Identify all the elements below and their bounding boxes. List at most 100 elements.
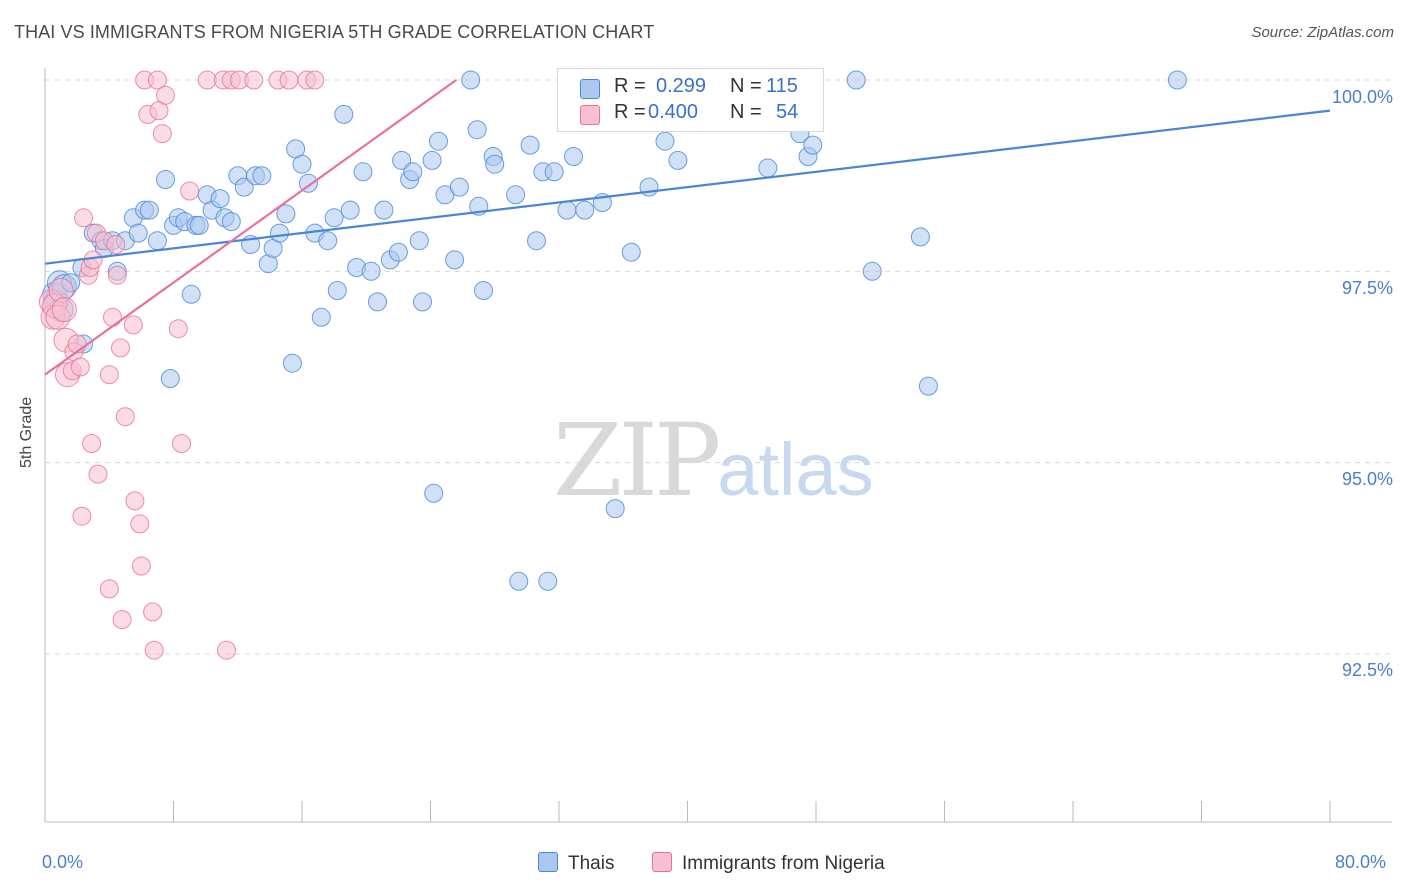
x-tick-label: 0.0% [42, 852, 84, 872]
thais-point [413, 292, 432, 312]
thais-point [461, 70, 481, 90]
nigeria-points [38, 70, 325, 660]
thais-point [538, 571, 558, 591]
thais-point [340, 200, 360, 220]
thais-point [276, 204, 296, 224]
thais-point [403, 162, 423, 182]
thais-point [327, 281, 347, 300]
nigeria-point [107, 265, 127, 285]
legend-label-thais: Thais [568, 853, 615, 874]
thais-point [181, 284, 201, 304]
thais-trendline [44, 109, 1331, 265]
nigeria-point [305, 70, 325, 90]
bottom-legend-nigeria[interactable]: Immigrants from Nigeria [652, 852, 885, 875]
thais-point [846, 70, 866, 90]
thais-point [292, 154, 312, 174]
legend-label-nigeria: Immigrants from Nigeria [682, 853, 885, 874]
nigeria-point [123, 315, 143, 335]
thais-point [910, 227, 930, 247]
y-tick-label: 100.0% [1331, 87, 1393, 107]
thais-point [374, 200, 394, 220]
thais-point [368, 292, 387, 312]
legend-n-label: N = [730, 101, 762, 123]
nigeria-point [106, 235, 126, 254]
nigeria-point [131, 556, 151, 576]
y-axis-label: 5th Grade [18, 396, 35, 468]
nigeria-point [217, 640, 236, 660]
thais-point [557, 200, 577, 220]
legend-r-value: 0.400 [648, 101, 699, 123]
nigeria-point [143, 602, 163, 622]
legend-swatch-thais [580, 79, 600, 99]
thais-point [318, 231, 338, 251]
axes [44, 68, 1392, 823]
thais-point [282, 353, 302, 373]
thais-point [520, 135, 540, 155]
nigeria-point [111, 338, 130, 358]
nigeria-point [103, 307, 122, 327]
legend-r-label: R = [614, 101, 646, 123]
nigeria-point [125, 491, 145, 511]
thais-point [509, 571, 529, 591]
legend-r-value: 0.299 [656, 75, 707, 97]
nigeria-point [115, 407, 135, 427]
thais-point [139, 200, 159, 220]
nigeria-point [152, 124, 172, 144]
thais-point [445, 250, 465, 270]
thais-point [128, 223, 148, 243]
legend-n-label: N = [730, 75, 762, 97]
thais-point [311, 307, 331, 327]
thais-point [564, 147, 583, 166]
watermark-atlas: atlas [717, 428, 874, 511]
thais-point [388, 242, 408, 262]
legend-r-label: R = [614, 75, 646, 97]
thais-point [803, 135, 823, 155]
thais-point [210, 189, 230, 209]
x-tick-label: 80.0% [1335, 852, 1387, 872]
thais-point [467, 120, 487, 140]
thais-point [234, 177, 254, 197]
nigeria-point [72, 506, 92, 526]
nigeria-point [70, 357, 90, 377]
thais-point [424, 483, 444, 503]
watermark: ZIPatlas [553, 402, 874, 519]
thais-point [252, 166, 272, 186]
trendlines [44, 79, 1331, 376]
thais-point [147, 231, 167, 251]
nigeria-point [82, 434, 102, 453]
thais-point [544, 162, 564, 182]
y-tick-label: 95.0% [1341, 469, 1393, 489]
legend-n-value: 54 [776, 101, 799, 123]
grid-lines [45, 79, 1392, 655]
thais-point [392, 150, 412, 170]
nigeria-point [279, 70, 299, 90]
nigeria-point [147, 70, 167, 90]
thais-point [527, 231, 546, 251]
thais-point [160, 369, 180, 388]
y-tick-label: 92.5% [1341, 660, 1393, 680]
legend-swatch-nigeria [580, 105, 600, 125]
thais-point [324, 208, 344, 228]
thais-point [474, 281, 493, 300]
thais-point [429, 131, 448, 151]
watermark-zip: ZIP [553, 402, 721, 519]
nigeria-point [130, 514, 150, 534]
nigeria-point [83, 250, 103, 270]
nigeria-point [99, 365, 119, 385]
legend-n-value: 115 [766, 75, 798, 97]
bottom-legend-thais[interactable]: Thais [538, 852, 614, 875]
nigeria-point [74, 208, 93, 228]
thais-point [621, 242, 641, 262]
thais-point [334, 104, 354, 124]
thais-point [189, 215, 209, 235]
correlation-legend: R = 0.299 N = 115 R = 0.400 N = 54 [557, 68, 824, 132]
thais-point [409, 231, 429, 251]
thais-point [862, 261, 882, 281]
thais-point [605, 499, 625, 519]
thais-point [270, 223, 289, 243]
thais-point [1167, 70, 1187, 90]
nigeria-trendline [44, 79, 457, 376]
nigeria-point [51, 297, 77, 323]
nigeria-point [172, 434, 191, 453]
thais-point [655, 131, 675, 151]
